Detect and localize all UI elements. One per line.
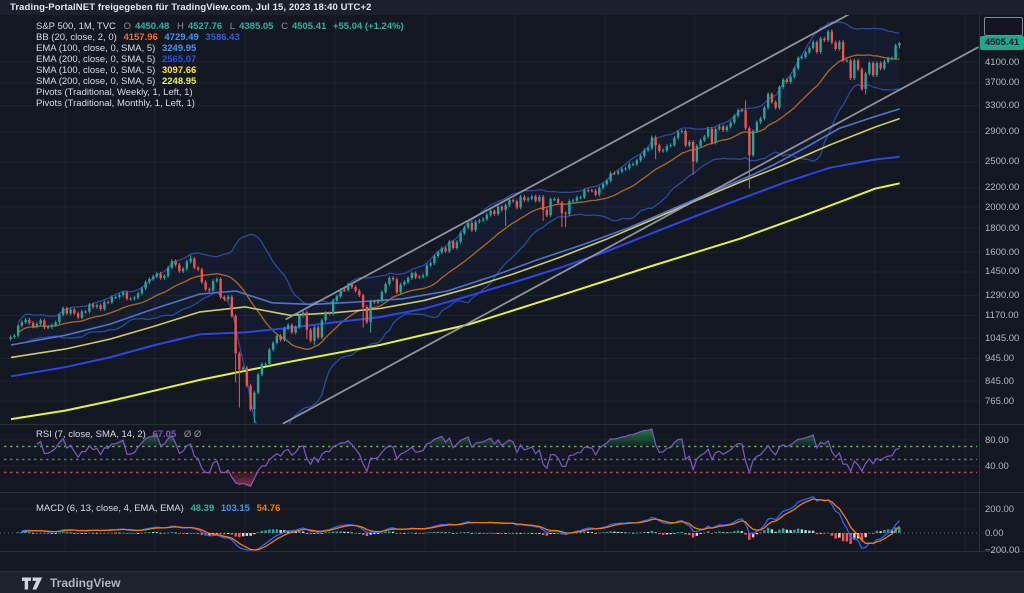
legend-macd-row[interactable]: MACD (6, 13, close, 4, EMA, EMA) 48.39 1… xyxy=(36,503,280,514)
price-tick-label: 2900.00 xyxy=(985,126,1020,138)
close-value: 4505.41 xyxy=(291,21,327,32)
price-tick-label: 2200.00 xyxy=(985,182,1020,194)
rsi-tick-label: 80.00 xyxy=(985,434,1009,446)
open-prefix: O xyxy=(123,21,131,32)
low-value: 4385.05 xyxy=(239,21,274,32)
price-tick-label: 945.00 xyxy=(985,352,1015,364)
bb-lower-value: 3586.43 xyxy=(205,32,240,43)
ema200-value: 2565.07 xyxy=(161,54,197,65)
price-tick-label: 2500.00 xyxy=(985,156,1020,168)
legend-sma100-row[interactable]: SMA (100, close, 0, SMA, 5) 3097.66 xyxy=(36,65,196,76)
sma200-label: SMA (200, close, 0, SMA, 5) xyxy=(36,76,156,87)
ema200-label: EMA (200, close, 0, SMA, 5) xyxy=(36,54,156,65)
price-tick-label: 1290.00 xyxy=(985,290,1020,302)
price-tick-label: 845.00 xyxy=(985,375,1015,387)
macd-signal-value: 54.76 xyxy=(256,503,281,514)
bb-upper-value: 4729.49 xyxy=(164,32,199,43)
close-prefix: C xyxy=(281,21,288,32)
change-value: +55.04 (+1.24%) xyxy=(332,21,404,32)
sma200-value: 2248.95 xyxy=(161,76,197,87)
macd-tick-label: 200.00 xyxy=(985,503,1015,515)
price-tick-label: 2000.00 xyxy=(985,201,1020,213)
last-price-badge: 4505.41 xyxy=(980,35,1024,50)
moving-averages xyxy=(10,108,900,421)
rsi-hidden-values: Ø Ø xyxy=(183,429,202,440)
high-value: 4527.76 xyxy=(187,21,223,32)
macd-hist-value: 48.39 xyxy=(190,503,215,514)
legend-rsi-row[interactable]: RSI (7, close, SMA, 14, 2) 67.05 Ø Ø xyxy=(36,429,201,440)
time-axis[interactable]: 2005200720092011201320152017201920212023… xyxy=(0,551,1024,571)
price-tick-label: 1045.00 xyxy=(985,332,1020,344)
pivots-monthly-label: Pivots (Traditional, Monthly, 1, Left, 1… xyxy=(36,98,195,109)
tradingview-logo-icon[interactable] xyxy=(22,576,43,591)
ema100-label: EMA (100, close, 0, SMA, 5) xyxy=(36,43,156,54)
macd-line-value: 103.15 xyxy=(220,503,250,514)
legend-bb-row[interactable]: BB (20, close, 2, 0) 4157.96 4729.49 358… xyxy=(36,32,240,43)
price-tick-label: 3300.00 xyxy=(985,100,1020,112)
bb-label: BB (20, close, 2, 0) xyxy=(36,32,117,43)
macd-tick-label: 0.00 xyxy=(985,527,1004,539)
trend-channel[interactable] xyxy=(282,14,979,424)
ema100-value: 3249.95 xyxy=(161,43,197,54)
legend-pivots-weekly-row[interactable]: Pivots (Traditional, Weekly, 1, Left, 1) xyxy=(36,87,193,98)
legend-pivots-monthly-row[interactable]: Pivots (Traditional, Monthly, 1, Left, 1… xyxy=(36,98,195,109)
legend-sma200-row[interactable]: SMA (200, close, 0, SMA, 5) 2248.95 xyxy=(36,76,196,87)
high-prefix: H xyxy=(176,21,184,32)
open-value: 4450.48 xyxy=(134,21,170,32)
share-header-text: Trading-PortalNET freigegeben für Tradin… xyxy=(10,2,372,13)
gridlines xyxy=(0,14,979,551)
share-header: Trading-PortalNET freigegeben für Tradin… xyxy=(0,0,1024,15)
footer-bar: TradingView xyxy=(0,571,1024,593)
price-tick-label: 765.00 xyxy=(985,395,1015,407)
rsi-tick-label: 40.00 xyxy=(985,460,1009,472)
price-axis[interactable]: 4100.00 3700.00 3300.00 2900.00 2500.00 2200.… xyxy=(980,0,1024,556)
price-tick-label: 4100.00 xyxy=(985,56,1020,68)
sma100-label: SMA (100, close, 0, SMA, 5) xyxy=(36,65,156,76)
price-tick-label: 1170.00 xyxy=(985,309,1019,321)
price-tick-label: 3700.00 xyxy=(985,77,1020,89)
footer-brand[interactable]: TradingView xyxy=(50,576,121,590)
macd-label: MACD (6, 13, close, 4, EMA, EMA) xyxy=(36,503,184,514)
sma100-value: 3097.66 xyxy=(161,65,197,76)
pivots-weekly-label: Pivots (Traditional, Weekly, 1, Left, 1) xyxy=(36,87,193,98)
legend-symbol-row[interactable]: S&P 500, 1M, TVC O 4450.48 H 4527.76 L 4385… xyxy=(36,21,404,32)
price-tick-label: 1600.00 xyxy=(985,246,1020,258)
rsi-label: RSI (7, close, SMA, 14, 2) xyxy=(36,429,146,440)
macd-pane-plots xyxy=(0,495,979,551)
bb-basis-value: 4157.96 xyxy=(123,32,158,43)
axis-ghost-label xyxy=(984,17,1023,36)
candlestick-series xyxy=(9,29,901,423)
rsi-value: 67.05 xyxy=(152,429,177,440)
macd-tick-label: −200.00 xyxy=(985,544,1020,556)
legend-ema200-row[interactable]: EMA (200, close, 0, SMA, 5) 2565.07 xyxy=(36,54,196,65)
legend-ema100-row[interactable]: EMA (100, close, 0, SMA, 5) 3249.95 xyxy=(36,43,196,54)
rsi-pane-plots xyxy=(4,428,977,487)
low-prefix: L xyxy=(229,21,236,32)
price-tick-label: 1450.00 xyxy=(985,266,1020,278)
price-tick-label: 1800.00 xyxy=(985,222,1020,234)
pane-separators xyxy=(0,15,1024,552)
symbol-title: S&P 500, 1M, TVC xyxy=(36,21,116,32)
